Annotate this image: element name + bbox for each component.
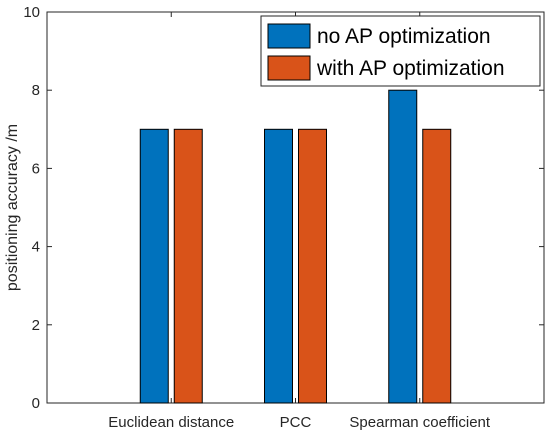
y-axis-ticks: 0 2 4 6 8 10 — [23, 4, 544, 412]
y-tick-label: 8 — [32, 82, 40, 99]
y-tick-label: 2 — [32, 317, 40, 334]
bar-with-ap — [422, 128, 452, 404]
bar-no-ap — [388, 89, 418, 404]
bar-no-ap — [139, 128, 169, 404]
x-axis-ticks: Euclidean distance PCC Spearman coefficien… — [108, 12, 491, 431]
legend-swatch — [267, 55, 311, 81]
bars — [139, 89, 452, 404]
legend-label: with AP optimization — [316, 57, 505, 80]
bar-no-ap — [264, 128, 293, 404]
x-tick-label: PCC — [280, 414, 312, 431]
legend-swatch — [267, 23, 311, 49]
bar-with-ap — [298, 128, 327, 404]
x-tick-label: Euclidean distance — [108, 414, 234, 431]
bar-with-ap — [173, 128, 203, 404]
y-tick-label: 4 — [32, 239, 40, 256]
legend: no AP optimization with AP optimization — [260, 15, 541, 87]
y-axis-label: positioning accuracy /m — [4, 124, 21, 291]
y-tick-label: 0 — [32, 395, 40, 412]
y-tick-label: 6 — [32, 160, 40, 177]
x-tick-label: Spearman coefficient — [349, 414, 490, 431]
y-tick-label: 10 — [23, 4, 40, 21]
legend-label: no AP optimization — [317, 25, 491, 48]
